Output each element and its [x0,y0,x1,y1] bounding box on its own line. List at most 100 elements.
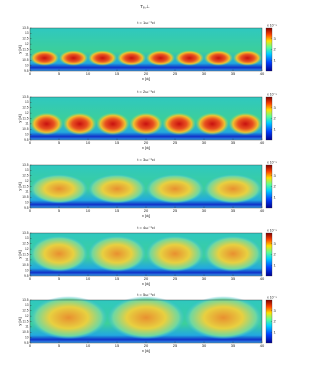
x-tick-label: 0 [29,208,32,213]
colorbar-label: x 10⁻³ [267,295,277,299]
panel-title: t = 1ω⁻¹ci [137,20,154,25]
y-tick-label: 10 [25,132,29,136]
heatmap-blob [129,112,163,136]
y-axis-label: y [dᵢ] [17,250,22,258]
heatmap-blob [63,112,97,136]
x-tick-label: 20 [144,140,149,145]
heatmap-blob [30,50,59,66]
x-tick-label: 30 [202,276,207,281]
x-tick-label: 30 [202,140,207,145]
y-tick-label: 12 [25,42,29,46]
heatmap-blob [30,174,88,204]
x-tick-label: 25 [173,208,178,213]
x-tick-label: 15 [115,343,120,348]
y-tick-label: 10 [25,335,29,339]
y-tick-label: 11 [25,53,29,57]
colorbar-tick-label: 2 [274,319,277,324]
colorbar-tick-label: 2 [274,116,277,121]
x-tick-label: 35 [231,71,236,76]
y-tick-label: 11 [25,190,29,194]
x-tick-label: 20 [144,343,149,348]
heatmap-blob [96,112,130,136]
colorbar-tick-label: 1 [274,126,277,131]
x-tick-label: 15 [115,140,120,145]
colorbar-tick-label: 1 [274,262,277,267]
heatmap-blob [195,112,229,136]
y-tick-label: 12 [25,247,29,251]
x-tick-label: 0 [29,276,32,281]
heatmap-blob [233,50,262,66]
y-axis-label: y [dᵢ] [17,182,22,190]
y-tick-label: 11.5 [23,47,29,51]
heatmap-blob [184,296,262,340]
y-tick-label: 10 [25,200,29,204]
x-tick-label: 0 [29,71,32,76]
colorbar-tick-label: 3 [274,173,277,178]
x-tick-label: 5 [58,208,61,213]
x-axis-label: x [dᵢ] [142,281,150,286]
y-tick-label: 13.5 [22,95,28,99]
heatmap-blob [204,50,233,66]
heatmap-blob [107,296,185,340]
x-tick-label: 5 [58,343,61,348]
colorbar-tick-label: 1 [274,329,277,334]
heatmap-blob [88,50,117,66]
y-tick-label: 11.5 [23,252,29,256]
x-axis-label: x [dᵢ] [142,348,150,353]
x-tick-label: 20 [144,71,149,76]
heatmap-blob [29,296,108,340]
y-tick-label: 11 [25,122,29,126]
heatmap-blob [175,50,204,66]
colorbar-tick-label: 1 [274,57,277,62]
y-tick-label: 13 [25,236,29,240]
colorbar-label: x 10⁻³ [267,92,277,96]
colorbar-tick-label: 2 [274,47,277,52]
y-tick-label: 13 [25,31,29,35]
heatmap-blob [146,174,204,204]
y-tick-label: 13 [25,303,29,307]
y-tick-label: 10.5 [22,127,28,131]
x-tick-label: 40 [260,71,265,76]
y-tick-label: 12 [25,179,29,183]
y-axis-label: y [dᵢ] [17,114,22,122]
y-tick-label: 12.5 [22,242,28,246]
y-tick-label: 10 [25,63,29,67]
heatmap-blob [88,235,146,272]
colorbar-tick-label: 3 [274,36,277,41]
heatmap-field [30,28,262,71]
x-axis-label: x [dᵢ] [142,213,150,218]
y-tick-label: 9.5 [24,341,29,345]
colorbar-tick-label: 1 [274,194,277,199]
y-tick-label: 10.5 [22,263,28,267]
colorbar-tick-label: 2 [274,252,277,257]
x-tick-label: 0 [29,140,32,145]
x-tick-label: 30 [202,343,207,348]
y-tick-label: 9.5 [24,206,29,210]
panel-title: t = 5ω⁻¹ci [137,292,154,297]
x-tick-label: 5 [58,140,61,145]
heatmap-blob [59,50,88,66]
x-tick-label: 10 [86,208,91,213]
y-tick-label: 13.5 [22,163,28,167]
heatmap-blob [88,174,146,204]
panel-title: t = 4ω⁻¹ci [137,225,154,230]
y-tick-label: 10.5 [22,330,28,334]
colorbar-label: x 10⁻³ [267,23,277,27]
y-tick-label: 9.5 [24,69,29,73]
y-tick-label: 11.5 [23,319,29,323]
x-tick-label: 30 [202,208,207,213]
x-tick-label: 5 [58,71,61,76]
colorbar-label: x 10⁻³ [267,160,277,164]
heatmap-blob [117,50,146,66]
y-tick-label: 12.5 [22,106,28,110]
x-tick-label: 40 [260,343,265,348]
y-axis-label: y [dᵢ] [17,45,22,53]
x-tick-label: 35 [231,208,236,213]
y-axis-label: y [dᵢ] [17,317,22,325]
x-tick-label: 25 [173,343,178,348]
x-tick-label: 35 [231,140,236,145]
heatmap-blob [204,235,262,272]
x-tick-label: 25 [173,71,178,76]
heatmap-blob [228,112,262,136]
